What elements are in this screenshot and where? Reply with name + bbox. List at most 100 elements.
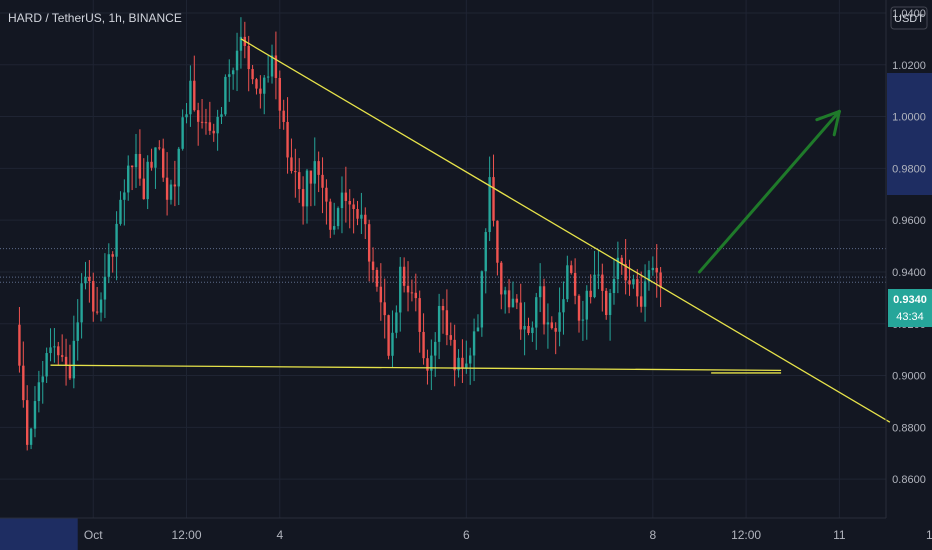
candle	[453, 324, 456, 387]
candle-body	[95, 311, 99, 313]
candle-body	[570, 265, 573, 273]
candle	[196, 102, 200, 146]
y-tick-label: 0.9800	[892, 163, 926, 175]
candle-body	[546, 322, 550, 325]
trendline[interactable]	[50, 364, 782, 372]
candle	[115, 211, 118, 281]
candle	[426, 349, 429, 385]
candle-body	[554, 328, 557, 332]
candle	[99, 292, 103, 322]
candle-body	[503, 290, 507, 295]
candle	[169, 179, 173, 205]
candle-body	[379, 286, 383, 303]
candle	[496, 220, 499, 276]
candle	[313, 137, 316, 206]
candle-body	[127, 165, 130, 193]
candle-body	[119, 199, 122, 224]
candle-body	[581, 319, 585, 321]
candle	[472, 318, 476, 382]
candle	[589, 274, 592, 304]
candle-body	[449, 335, 452, 340]
candle-countdown: 43:34	[896, 311, 924, 323]
candle	[566, 255, 569, 303]
candle-body	[263, 77, 266, 94]
candle-body	[643, 281, 647, 307]
breakout-arrow[interactable]	[697, 109, 841, 274]
candle	[162, 138, 165, 182]
candle	[410, 279, 414, 302]
candle	[127, 155, 130, 201]
candle	[193, 55, 196, 112]
candle	[371, 247, 375, 283]
candle	[92, 272, 95, 322]
candle-body	[301, 189, 305, 207]
candle-body	[336, 208, 340, 227]
candle-body	[364, 214, 367, 225]
candle	[298, 158, 301, 203]
candle	[294, 148, 297, 198]
candle	[550, 316, 554, 330]
candle	[344, 166, 348, 223]
candle-body	[259, 88, 262, 94]
candle	[325, 179, 328, 225]
y-tick-label: 1.0400	[892, 8, 926, 20]
candle-body	[441, 306, 445, 311]
candle	[18, 306, 21, 373]
candle-body	[352, 204, 355, 209]
candle	[441, 298, 445, 334]
candle-body	[309, 170, 313, 184]
x-axis-highlight	[0, 518, 78, 550]
currency-badge[interactable]: USDT	[890, 6, 928, 30]
candle-body	[37, 382, 41, 402]
candle-body	[402, 266, 406, 286]
candle-body	[84, 276, 87, 284]
candle-body	[426, 358, 429, 371]
candle	[601, 263, 604, 312]
candle	[449, 322, 452, 346]
candle	[255, 77, 258, 95]
candle-body	[585, 290, 588, 320]
candle	[247, 35, 250, 92]
candle-body	[395, 312, 398, 333]
y-tick-label: 0.8800	[892, 422, 926, 434]
candle	[636, 269, 639, 307]
candle-body	[150, 161, 153, 168]
candle	[29, 427, 33, 450]
candle-body	[608, 293, 612, 316]
candle	[200, 99, 204, 129]
candle	[399, 257, 402, 332]
candle-body	[332, 226, 336, 230]
candle	[391, 310, 394, 368]
candle-body	[472, 331, 476, 356]
candle-body	[103, 276, 107, 300]
candle	[422, 313, 425, 365]
candle	[107, 243, 111, 284]
candle-body	[274, 55, 278, 78]
candle-body	[387, 315, 390, 356]
y-tick-label: 0.9600	[892, 215, 926, 227]
candle-body	[620, 257, 623, 265]
candle-body	[538, 286, 542, 298]
candle	[305, 168, 309, 224]
candle	[212, 123, 215, 142]
candle	[379, 263, 383, 321]
candle	[507, 279, 511, 314]
trendline[interactable]	[240, 38, 891, 423]
candle	[231, 67, 235, 90]
candle	[33, 386, 37, 438]
candle-body	[286, 121, 289, 158]
candle	[395, 305, 398, 339]
candle	[492, 154, 495, 227]
candle-body	[212, 130, 215, 134]
candle	[266, 54, 270, 83]
candle	[434, 332, 437, 377]
candle	[480, 270, 484, 337]
y-tick-label: 1.0000	[892, 112, 926, 124]
candle	[37, 370, 41, 413]
candle-body	[434, 341, 437, 356]
candle-body	[624, 264, 627, 281]
candle	[321, 157, 324, 214]
candle-body	[527, 325, 530, 334]
candle-body	[305, 170, 309, 207]
